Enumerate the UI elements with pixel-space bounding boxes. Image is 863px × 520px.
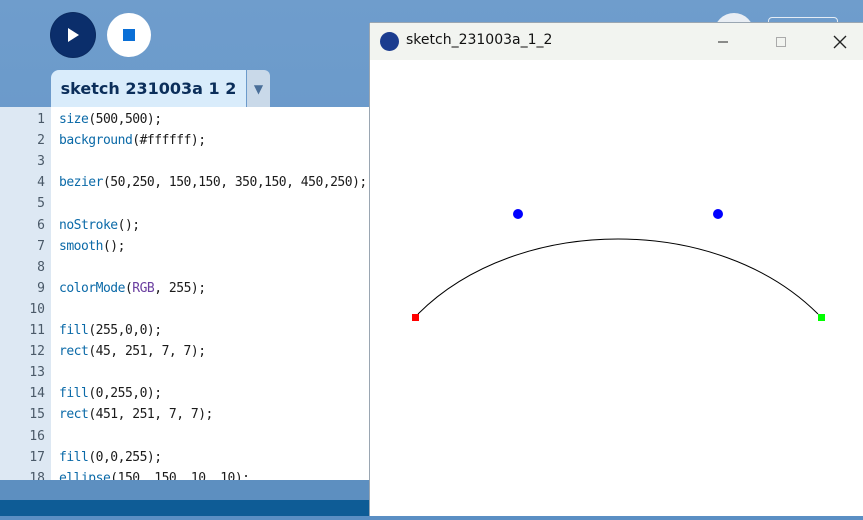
code-text: size(500,500);: [59, 109, 162, 130]
blue-control-point: [513, 209, 523, 219]
line-number: 13: [0, 362, 45, 383]
stop-button[interactable]: [107, 13, 151, 57]
bezier-curve: [418, 239, 818, 314]
line-number: 2: [0, 130, 45, 151]
code-line[interactable]: 11 fill(255,0,0);: [0, 320, 370, 341]
code-line[interactable]: 3: [0, 151, 370, 172]
code-text: bezier(50,250, 150,150, 350,150, 450,250…: [59, 172, 367, 193]
code-text: rect(451, 251, 7, 7);: [59, 404, 213, 425]
line-number: 4: [0, 172, 45, 193]
code-text: rect(45, 251, 7, 7);: [59, 341, 206, 362]
code-line[interactable]: 18 ellipse(150, 150, 10, 10);: [0, 468, 370, 480]
tab-label: sketch 231003a 1 2: [61, 79, 237, 98]
run-button[interactable]: [51, 13, 95, 57]
line-number: 12: [0, 341, 45, 362]
sketch-window-title: sketch_231003a_1_2: [406, 32, 552, 48]
line-number: 9: [0, 278, 45, 299]
tab-menu-button[interactable]: ▼: [247, 70, 270, 107]
code-line[interactable]: 4 bezier(50,250, 150,150, 350,150, 450,25…: [0, 172, 370, 193]
line-number: 5: [0, 193, 45, 214]
sketch-titlebar[interactable]: sketch_231003a_1_2: [370, 23, 863, 60]
code-line[interactable]: 8: [0, 257, 370, 278]
minimize-button[interactable]: [700, 23, 746, 60]
code-text: fill(255,0,0);: [59, 320, 162, 341]
line-number: 8: [0, 257, 45, 278]
code-line[interactable]: 6 noStroke();: [0, 215, 370, 236]
chevron-down-icon: ▼: [254, 82, 263, 96]
code-line[interactable]: 10: [0, 299, 370, 320]
line-number: 15: [0, 404, 45, 425]
red-square: [412, 314, 419, 321]
code-line[interactable]: 13: [0, 362, 370, 383]
line-number: 7: [0, 236, 45, 257]
editor-footer: [0, 480, 370, 500]
line-number: 3: [0, 151, 45, 172]
maximize-button[interactable]: [758, 23, 804, 60]
line-number: 1: [0, 109, 45, 130]
code-text: colorMode(RGB, 255);: [59, 278, 206, 299]
code-text: ellipse(150, 150, 10, 10);: [59, 468, 250, 480]
code-line[interactable]: 14 fill(0,255,0);: [0, 383, 370, 404]
minimize-icon: [717, 36, 729, 48]
sketch-window: sketch_231003a_1_2: [370, 23, 863, 516]
play-icon: [65, 27, 81, 43]
tab-sketch[interactable]: sketch 231003a 1 2: [51, 70, 246, 107]
line-number: 6: [0, 215, 45, 236]
code-line[interactable]: 17 fill(0,0,255);: [0, 447, 370, 468]
line-number: 14: [0, 383, 45, 404]
code-line[interactable]: 15 rect(451, 251, 7, 7);: [0, 404, 370, 425]
maximize-icon: [775, 36, 787, 48]
code-line[interactable]: 1 size(500,500);: [0, 109, 370, 130]
code-line[interactable]: 9 colorMode(RGB, 255);: [0, 278, 370, 299]
sketch-canvas-svg: [370, 60, 863, 516]
code-text: noStroke();: [59, 215, 140, 236]
code-text: fill(0,255,0);: [59, 383, 162, 404]
sketch-canvas: [370, 60, 863, 516]
code-editor[interactable]: 1 size(500,500); 2 background(#ffffff); 3 4 be…: [0, 107, 370, 480]
line-number: 17: [0, 447, 45, 468]
code-line[interactable]: 7 smooth();: [0, 236, 370, 257]
code-line[interactable]: 5: [0, 193, 370, 214]
line-number: 10: [0, 299, 45, 320]
code-line[interactable]: 12 rect(45, 251, 7, 7);: [0, 341, 370, 362]
line-number: 18: [0, 468, 45, 480]
code-text: fill(0,0,255);: [59, 447, 162, 468]
code-line[interactable]: 16: [0, 426, 370, 447]
stop-icon: [122, 28, 136, 42]
code-text: smooth();: [59, 236, 125, 257]
green-square: [818, 314, 825, 321]
blue-control-point: [713, 209, 723, 219]
code-text: background(#ffffff);: [59, 130, 206, 151]
code-line[interactable]: 2 background(#ffffff);: [0, 130, 370, 151]
close-icon: [833, 35, 847, 49]
close-button[interactable]: [817, 23, 863, 60]
processing-icon: [380, 32, 399, 51]
line-number: 11: [0, 320, 45, 341]
line-number: 16: [0, 426, 45, 447]
